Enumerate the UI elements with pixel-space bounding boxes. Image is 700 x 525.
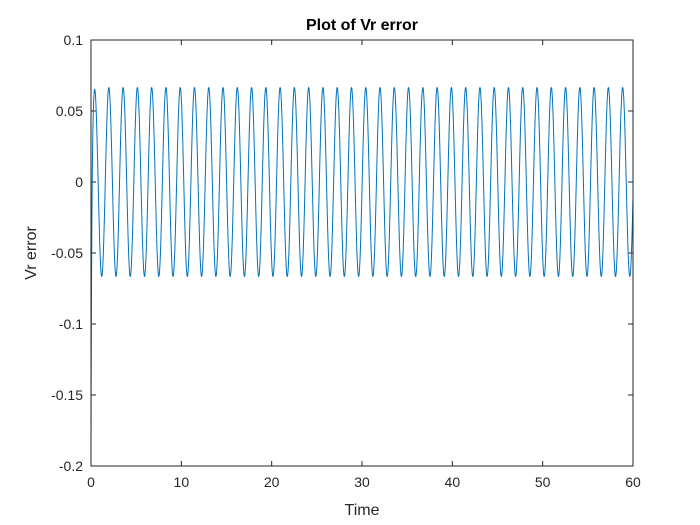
y-axis-label: Vr error [23, 226, 40, 280]
plot-area [91, 40, 633, 466]
y-tick-label: -0.15 [51, 387, 83, 403]
y-tick-label: -0.2 [59, 458, 83, 474]
y-tick-label: -0.05 [51, 245, 83, 261]
x-ticks: 0 10 20 30 40 50 60 [87, 40, 641, 490]
y-tick-label: -0.1 [59, 316, 83, 332]
y-ticks: -0.2 -0.15 -0.1 -0.05 0 0.05 0.1 [51, 32, 633, 474]
x-tick-label: 50 [535, 474, 551, 490]
x-tick-label: 30 [354, 474, 370, 490]
x-tick-label: 20 [264, 474, 280, 490]
x-tick-label: 0 [87, 474, 95, 490]
y-tick-label: 0.1 [64, 32, 84, 48]
y-tick-label: 0 [75, 174, 83, 190]
x-axis-label: Time [345, 502, 380, 519]
chart-title: Plot of Vr error [306, 17, 418, 34]
x-tick-label: 60 [625, 474, 641, 490]
series-line-vr-error [90, 87, 634, 445]
axes-box [90, 39, 634, 467]
x-tick-label: 40 [445, 474, 461, 490]
x-tick-label: 10 [174, 474, 190, 490]
y-tick-label: 0.05 [56, 103, 83, 119]
